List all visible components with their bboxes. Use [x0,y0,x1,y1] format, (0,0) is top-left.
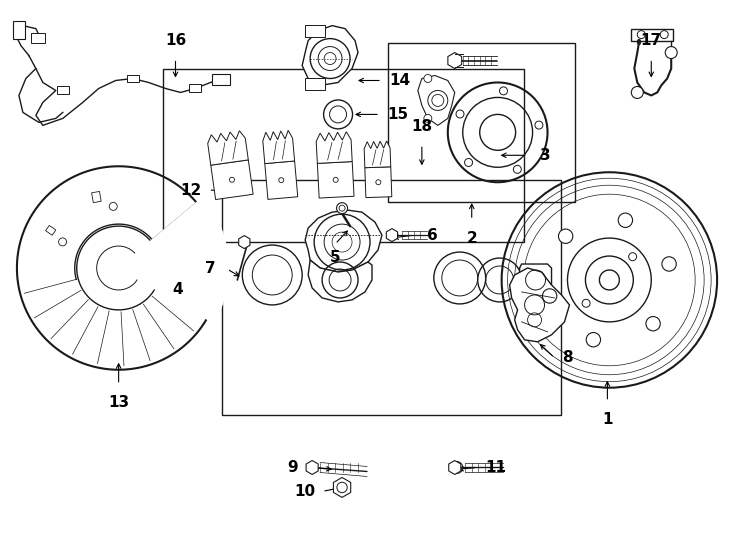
Circle shape [535,121,543,129]
Circle shape [279,178,284,183]
Circle shape [465,159,473,166]
Polygon shape [316,132,352,164]
Circle shape [424,114,432,123]
Circle shape [662,257,676,271]
Polygon shape [305,210,382,272]
Circle shape [337,482,347,492]
Polygon shape [386,228,398,241]
Polygon shape [364,141,390,168]
Text: 9: 9 [287,460,297,475]
Circle shape [230,177,234,182]
Circle shape [500,87,507,95]
Polygon shape [263,130,294,164]
Bar [13,21,25,38]
Circle shape [324,100,352,129]
Text: 2: 2 [466,231,477,246]
Circle shape [424,75,432,83]
Bar [305,25,325,37]
Circle shape [456,110,464,118]
Bar [57,86,69,94]
Polygon shape [265,161,298,199]
Circle shape [542,289,557,303]
Text: 5: 5 [330,249,341,265]
Polygon shape [306,461,318,475]
Polygon shape [317,161,354,198]
Polygon shape [448,52,462,69]
Text: 10: 10 [294,484,315,499]
Text: 1: 1 [602,412,613,427]
Circle shape [513,165,521,173]
Polygon shape [302,25,358,85]
Circle shape [631,86,643,98]
Circle shape [586,333,600,347]
Bar [92,192,101,202]
Circle shape [582,299,590,307]
Polygon shape [365,167,392,198]
Bar [46,225,56,235]
Text: 14: 14 [389,73,410,88]
Polygon shape [333,477,351,497]
Bar [222,180,562,415]
Bar [212,73,230,85]
Bar [305,78,325,91]
Text: 3: 3 [540,148,550,163]
Text: 6: 6 [427,227,438,242]
Circle shape [59,238,67,246]
Circle shape [333,177,338,183]
Circle shape [337,202,348,214]
Bar [189,84,201,92]
Text: 16: 16 [165,33,186,48]
Circle shape [109,202,117,211]
Bar [388,43,575,202]
Circle shape [618,213,633,227]
Polygon shape [239,235,250,248]
Text: 7: 7 [205,260,215,275]
Circle shape [451,462,462,474]
Text: 18: 18 [411,119,432,134]
Bar [162,69,523,242]
Text: 11: 11 [485,460,506,475]
Circle shape [646,316,661,331]
Polygon shape [520,264,551,296]
Polygon shape [448,461,461,475]
Text: 12: 12 [180,183,201,198]
Circle shape [665,46,677,58]
Text: 8: 8 [562,350,573,365]
Text: 4: 4 [172,282,183,298]
Polygon shape [308,260,372,302]
Text: 15: 15 [388,107,409,122]
Polygon shape [211,160,253,200]
Text: 13: 13 [108,395,129,410]
Polygon shape [509,268,570,342]
Circle shape [628,253,636,261]
Circle shape [559,229,573,244]
Bar [127,75,139,83]
Circle shape [376,180,381,185]
Polygon shape [208,131,248,165]
Circle shape [661,31,668,38]
Text: 17: 17 [641,33,662,48]
Bar [631,29,673,40]
Bar [31,32,45,43]
Circle shape [637,31,645,38]
Polygon shape [418,76,455,125]
Polygon shape [119,198,228,323]
